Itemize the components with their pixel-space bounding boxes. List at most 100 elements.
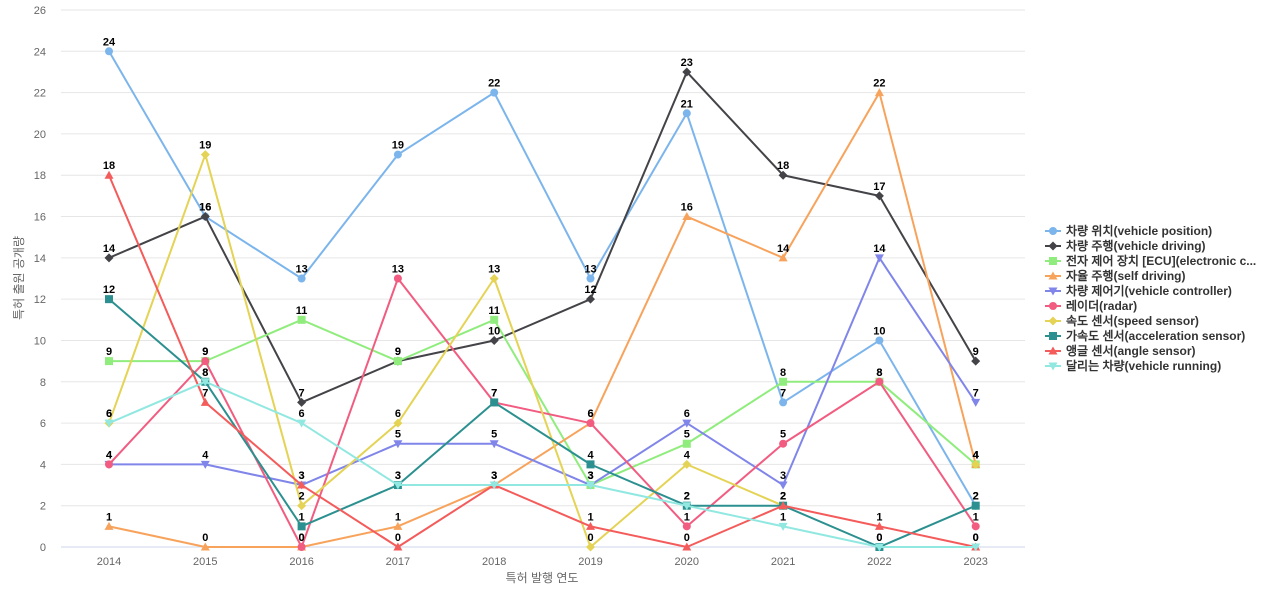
- data-point[interactable]: [489, 481, 499, 490]
- data-point[interactable]: [971, 398, 981, 407]
- data-point[interactable]: [682, 522, 691, 531]
- data-point[interactable]: [586, 419, 595, 428]
- data-point[interactable]: [297, 543, 306, 551]
- data-point[interactable]: [200, 378, 210, 387]
- legend[interactable]: 차량 위치(vehicle position)차량 주행(vehicle dri…: [1045, 223, 1256, 373]
- legend-item[interactable]: 레이더(radar): [1045, 298, 1137, 313]
- series-line[interactable]: [108, 70, 977, 404]
- data-point[interactable]: [586, 274, 595, 283]
- data-point[interactable]: [586, 521, 595, 530]
- data-point[interactable]: [971, 522, 980, 531]
- data-point[interactable]: [586, 460, 595, 469]
- data-point[interactable]: [874, 191, 884, 201]
- data-point[interactable]: [489, 335, 499, 345]
- legend-marker[interactable]: [1048, 362, 1058, 371]
- data-point[interactable]: [200, 212, 210, 222]
- legend-item[interactable]: 자율 주행(self driving): [1045, 268, 1186, 283]
- data-point[interactable]: [971, 356, 981, 366]
- data-point[interactable]: [105, 460, 113, 469]
- legend-item[interactable]: 속도 센서(speed sensor): [1045, 313, 1199, 328]
- data-point[interactable]: [586, 294, 595, 304]
- data-point[interactable]: [874, 88, 884, 97]
- data-point[interactable]: [682, 439, 691, 448]
- data-point[interactable]: [105, 357, 113, 366]
- data-point[interactable]: [297, 501, 307, 511]
- data-point[interactable]: [778, 481, 788, 490]
- series-line[interactable]: [109, 155, 976, 547]
- data-point[interactable]: [682, 502, 692, 511]
- data-point[interactable]: [200, 542, 210, 551]
- legend-marker[interactable]: [1048, 346, 1058, 355]
- data-point[interactable]: [778, 170, 788, 180]
- series-line[interactable]: [108, 380, 976, 548]
- data-point[interactable]: [682, 459, 692, 469]
- data-point[interactable]: [297, 480, 307, 489]
- data-point[interactable]: [779, 398, 788, 407]
- data-point[interactable]: [297, 522, 306, 531]
- data-point[interactable]: [779, 439, 788, 448]
- legend-item[interactable]: 달리는 차량(vehicle running): [1045, 358, 1221, 373]
- series-line[interactable]: [108, 298, 977, 548]
- data-point[interactable]: [682, 67, 692, 77]
- legend-item[interactable]: 앵글 센서(angle sensor): [1045, 343, 1196, 358]
- data-point[interactable]: [971, 459, 981, 469]
- data-point[interactable]: [393, 418, 403, 428]
- data-point[interactable]: [490, 88, 499, 97]
- legend-item[interactable]: 차량 위치(vehicle position): [1045, 223, 1212, 238]
- legend-item[interactable]: 차량 주행(vehicle driving): [1045, 238, 1206, 253]
- data-point[interactable]: [489, 274, 499, 283]
- series-line[interactable]: [108, 174, 976, 548]
- data-point[interactable]: [778, 253, 788, 262]
- data-point[interactable]: [874, 254, 884, 263]
- data-point[interactable]: [393, 481, 403, 490]
- series-line[interactable]: [109, 256, 977, 487]
- data-point[interactable]: [489, 440, 499, 449]
- data-point[interactable]: [971, 501, 980, 510]
- legend-item[interactable]: 전자 제어 장치 [ECU](electronic c...: [1045, 253, 1256, 268]
- data-point[interactable]: [586, 481, 595, 490]
- data-point[interactable]: [778, 501, 788, 510]
- data-point[interactable]: [490, 315, 499, 324]
- data-point[interactable]: [201, 357, 210, 366]
- data-point[interactable]: [297, 419, 307, 428]
- legend-marker[interactable]: [1048, 316, 1058, 326]
- data-point[interactable]: [297, 397, 307, 407]
- data-point[interactable]: [778, 522, 788, 531]
- data-point[interactable]: [200, 397, 210, 406]
- data-point[interactable]: [875, 377, 884, 386]
- data-point[interactable]: [393, 440, 403, 449]
- data-point[interactable]: [200, 150, 210, 160]
- series-line[interactable]: [108, 91, 977, 548]
- data-point[interactable]: [393, 357, 402, 366]
- legend-marker[interactable]: [1049, 332, 1057, 340]
- data-point[interactable]: [393, 542, 403, 551]
- data-point[interactable]: [874, 543, 884, 552]
- data-point[interactable]: [393, 521, 403, 530]
- data-point[interactable]: [104, 419, 114, 428]
- legend-item[interactable]: 가속도 센서(acceleration sensor): [1045, 328, 1245, 343]
- data-point[interactable]: [200, 460, 210, 469]
- legend-marker[interactable]: [1049, 257, 1057, 265]
- legend-marker[interactable]: [1048, 287, 1058, 296]
- data-point[interactable]: [682, 419, 692, 428]
- legend-marker[interactable]: [1048, 271, 1058, 280]
- data-point[interactable]: [297, 274, 306, 283]
- data-point[interactable]: [490, 398, 499, 407]
- data-point[interactable]: [104, 170, 114, 179]
- legend-marker[interactable]: [1048, 241, 1058, 251]
- data-point[interactable]: [779, 377, 788, 386]
- data-point[interactable]: [297, 315, 306, 324]
- data-point[interactable]: [874, 521, 884, 530]
- series-line[interactable]: [109, 318, 977, 487]
- data-point[interactable]: [586, 542, 595, 552]
- data-point[interactable]: [875, 336, 884, 345]
- data-point[interactable]: [105, 295, 113, 304]
- data-point[interactable]: [105, 47, 113, 56]
- legend-marker[interactable]: [1049, 302, 1057, 310]
- data-point[interactable]: [104, 253, 114, 263]
- data-point[interactable]: [393, 150, 402, 159]
- data-point[interactable]: [682, 542, 692, 551]
- data-point[interactable]: [971, 543, 981, 552]
- data-point[interactable]: [682, 109, 691, 118]
- legend-item[interactable]: 차량 제어기(vehicle controller): [1045, 283, 1232, 298]
